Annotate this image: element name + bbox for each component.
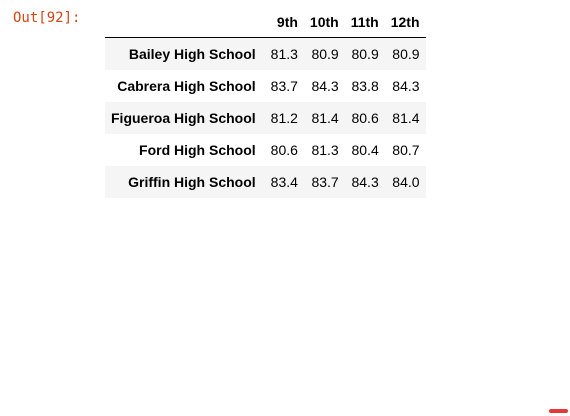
table-row: Ford High School 80.6 81.3 80.4 80.7 — [105, 134, 426, 166]
output-prompt: Out[92]: — [13, 10, 81, 26]
table-header: 9th 10th 11th 12th — [105, 7, 426, 38]
table-row: Cabrera High School 83.7 84.3 83.8 84.3 — [105, 70, 426, 102]
index-header-cell — [105, 7, 262, 38]
table-cell: 84.3 — [392, 77, 420, 94]
dataframe-table: 9th 10th 11th 12th Bailey High School 81… — [105, 7, 426, 198]
table-cell: 83.8 — [351, 77, 379, 94]
header-row: 9th 10th 11th 12th — [105, 7, 426, 38]
table-cell: 81.4 — [392, 109, 420, 126]
column-header: 9th — [261, 7, 304, 38]
table-cell: 84.3 — [351, 173, 379, 190]
row-label: Ford High School — [139, 141, 256, 158]
table-cell: 84.3 — [311, 77, 339, 94]
table-cell: 83.7 — [270, 77, 298, 94]
column-header: 11th — [344, 7, 385, 38]
table-cell: 83.7 — [311, 173, 339, 190]
table-cell: 80.4 — [351, 141, 379, 158]
table-row: Figueroa High School 81.2 81.4 80.6 81.4 — [105, 101, 426, 134]
row-label: Griffin High School — [128, 173, 256, 190]
dataframe-output: 9th 10th 11th 12th Bailey High School 81… — [105, 7, 426, 198]
table-cell: 80.6 — [270, 141, 298, 158]
column-header: 10th — [303, 7, 345, 38]
row-label: Bailey High School — [128, 45, 256, 62]
table-cell: 80.9 — [392, 45, 420, 62]
row-label: Figueroa High School — [111, 109, 256, 126]
table-cell: 80.9 — [311, 45, 339, 62]
table-cell: 80.7 — [392, 141, 420, 158]
table-cell: 81.3 — [270, 45, 298, 62]
table-cell: 83.4 — [270, 173, 298, 190]
table-body: Bailey High School 81.3 80.9 80.9 80.9 C… — [105, 37, 426, 198]
row-label: Cabrera High School — [117, 77, 256, 94]
table-cell: 84.0 — [392, 173, 420, 190]
scroll-position-marker[interactable] — [549, 409, 568, 413]
table-cell: 80.6 — [351, 109, 379, 126]
table-cell: 80.9 — [351, 45, 379, 62]
table-cell: 81.4 — [311, 109, 339, 126]
table-cell: 81.3 — [311, 141, 339, 158]
column-header: 12th — [384, 7, 426, 38]
table-row: Griffin High School 83.4 83.7 84.3 84.0 — [105, 165, 426, 198]
table-row: Bailey High School 81.3 80.9 80.9 80.9 — [105, 37, 426, 70]
table-cell: 81.2 — [270, 109, 298, 126]
